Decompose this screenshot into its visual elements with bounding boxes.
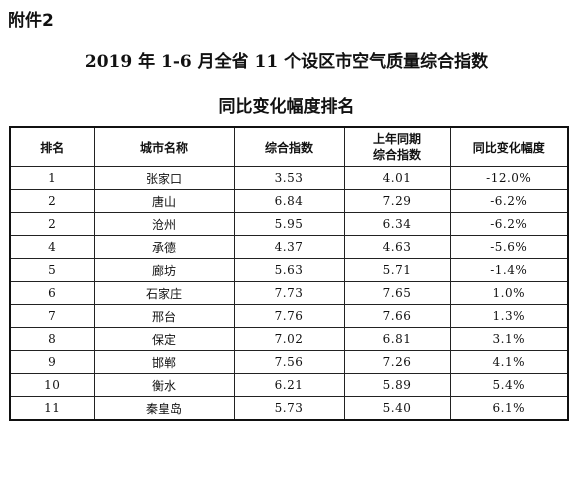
table-row: 4 承德 4.37 4.63 -5.6% (9, 235, 569, 259)
cell-change: 6.1% (449, 396, 569, 421)
cell-prev-index: 6.34 (343, 212, 451, 236)
header-rank: 排名 (9, 126, 95, 167)
table-row: 10 衡水 6.21 5.89 5.4% (9, 373, 569, 397)
cell-change: 5.4% (449, 373, 569, 397)
cell-prev-index: 5.89 (343, 373, 451, 397)
table-row: 6 石家庄 7.73 7.65 1.0% (9, 281, 569, 305)
cell-change: 4.1% (449, 350, 569, 374)
cell-prev-index: 4.63 (343, 235, 451, 259)
cell-rank: 4 (9, 235, 95, 259)
cell-prev-index: 7.26 (343, 350, 451, 374)
cell-index: 6.84 (233, 189, 345, 213)
cell-city: 唐山 (93, 189, 235, 213)
cell-rank: 10 (9, 373, 95, 397)
cell-city: 石家庄 (93, 281, 235, 305)
cell-index: 5.63 (233, 258, 345, 282)
header-prev-index: 上年同期 综合指数 (343, 126, 451, 167)
cell-city: 保定 (93, 327, 235, 351)
cell-prev-index: 7.65 (343, 281, 451, 305)
document-title: 2019 年 1-6 月全省 11 个设区市空气质量综合指数 (84, 52, 489, 72)
table-row: 7 邢台 7.76 7.66 1.3% (9, 304, 569, 328)
cell-index: 5.73 (233, 396, 345, 421)
cell-prev-index: 5.40 (343, 396, 451, 421)
cell-rank: 8 (9, 327, 95, 351)
cell-change: -12.0% (449, 166, 569, 190)
cell-index: 6.21 (233, 373, 345, 397)
cell-prev-index: 7.66 (343, 304, 451, 328)
header-city: 城市名称 (93, 126, 235, 167)
cell-rank: 1 (9, 166, 95, 190)
cell-index: 7.76 (233, 304, 345, 328)
table-row: 5 廊坊 5.63 5.71 -1.4% (9, 258, 569, 282)
cell-index: 7.73 (233, 281, 345, 305)
cell-city: 廊坊 (93, 258, 235, 282)
cell-change: 1.3% (449, 304, 569, 328)
cell-city: 邢台 (93, 304, 235, 328)
cell-rank: 2 (9, 189, 95, 213)
cell-city: 张家口 (93, 166, 235, 190)
cell-rank: 7 (9, 304, 95, 328)
cell-city: 秦皇岛 (93, 396, 235, 421)
cell-prev-index: 7.29 (343, 189, 451, 213)
cell-rank: 2 (9, 212, 95, 236)
cell-index: 7.56 (233, 350, 345, 374)
cell-change: 1.0% (449, 281, 569, 305)
table-row: 1 张家口 3.53 4.01 -12.0% (9, 166, 569, 190)
attachment-label: 附件2 (8, 11, 54, 31)
cell-rank: 6 (9, 281, 95, 305)
table-row: 2 沧州 5.95 6.34 -6.2% (9, 212, 569, 236)
cell-prev-index: 4.01 (343, 166, 451, 190)
cell-city: 衡水 (93, 373, 235, 397)
cell-city: 承德 (93, 235, 235, 259)
table-row: 2 唐山 6.84 7.29 -6.2% (9, 189, 569, 213)
header-change: 同比变化幅度 (449, 126, 569, 167)
table-row: 8 保定 7.02 6.81 3.1% (9, 327, 569, 351)
cell-change: 3.1% (449, 327, 569, 351)
cell-rank: 5 (9, 258, 95, 282)
cell-change: -6.2% (449, 189, 569, 213)
table-row: 11 秦皇岛 5.73 5.40 6.1% (9, 396, 569, 421)
table-row: 9 邯郸 7.56 7.26 4.1% (9, 350, 569, 374)
cell-index: 3.53 (233, 166, 345, 190)
table-header-row: 排名 城市名称 综合指数 上年同期 综合指数 同比变化幅度 (9, 126, 569, 167)
cell-change: -1.4% (449, 258, 569, 282)
cell-index: 4.37 (233, 235, 345, 259)
cell-city: 邯郸 (93, 350, 235, 374)
ranking-table: 排名 城市名称 综合指数 上年同期 综合指数 同比变化幅度 1 张家口 3.53 4.… (9, 126, 569, 421)
document-subtitle: 同比变化幅度排名 (218, 97, 355, 117)
cell-city: 沧州 (93, 212, 235, 236)
cell-change: -6.2% (449, 212, 569, 236)
cell-index: 7.02 (233, 327, 345, 351)
cell-index: 5.95 (233, 212, 345, 236)
cell-prev-index: 5.71 (343, 258, 451, 282)
cell-rank: 11 (9, 396, 95, 421)
header-index: 综合指数 (233, 126, 345, 167)
cell-rank: 9 (9, 350, 95, 374)
cell-change: -5.6% (449, 235, 569, 259)
cell-prev-index: 6.81 (343, 327, 451, 351)
